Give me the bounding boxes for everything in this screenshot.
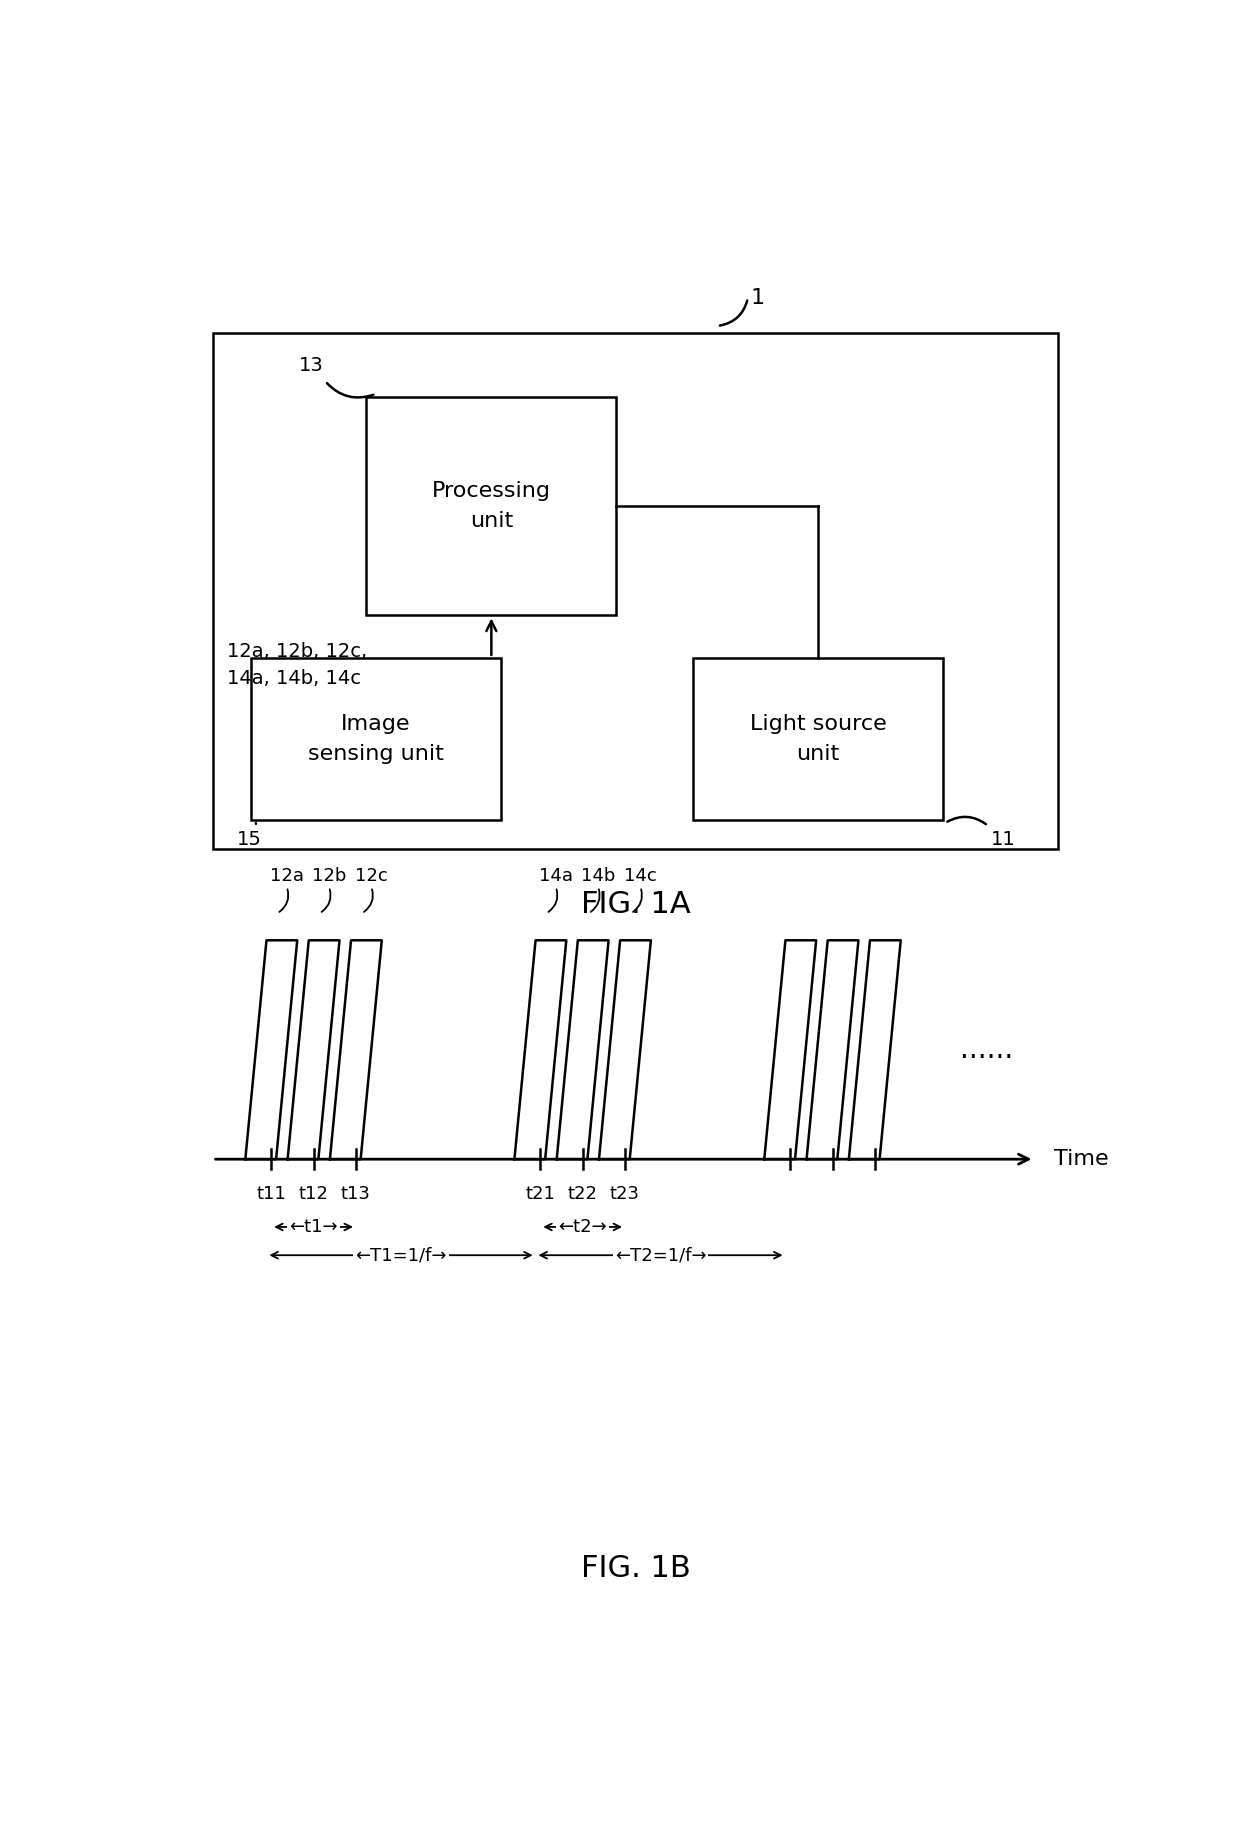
Text: 11: 11 — [991, 831, 1016, 849]
Text: t12: t12 — [299, 1185, 329, 1203]
Text: Image
sensing unit: Image sensing unit — [308, 713, 444, 763]
Text: t23: t23 — [610, 1185, 640, 1203]
Text: Processing
unit: Processing unit — [432, 481, 551, 530]
Text: t21: t21 — [526, 1185, 556, 1203]
Text: 14b: 14b — [580, 867, 615, 886]
Text: ←t2→: ←t2→ — [558, 1218, 608, 1236]
Text: t22: t22 — [568, 1185, 598, 1203]
Text: 15: 15 — [237, 831, 262, 849]
Text: FIG. 1A: FIG. 1A — [580, 891, 691, 919]
Text: 14c: 14c — [624, 867, 657, 886]
Text: 12a: 12a — [269, 867, 304, 886]
Bar — [367, 396, 616, 616]
Text: Light source
unit: Light source unit — [750, 713, 887, 763]
Bar — [250, 658, 501, 820]
Text: 12a, 12b, 12c,
14a, 14b, 14c: 12a, 12b, 12c, 14a, 14b, 14c — [227, 642, 367, 688]
Text: t11: t11 — [257, 1185, 286, 1203]
Bar — [213, 334, 1058, 849]
Text: ......: ...... — [960, 1036, 1013, 1064]
Text: t13: t13 — [341, 1185, 371, 1203]
Text: 13: 13 — [299, 356, 324, 376]
Text: ←t1→: ←t1→ — [289, 1218, 337, 1236]
Text: FIG. 1B: FIG. 1B — [580, 1553, 691, 1583]
Text: ←T2=1/f→: ←T2=1/f→ — [615, 1247, 707, 1264]
Text: ←T1=1/f→: ←T1=1/f→ — [356, 1247, 446, 1264]
Text: 12b: 12b — [311, 867, 346, 886]
Text: 12c: 12c — [355, 867, 388, 886]
Text: 1: 1 — [751, 288, 765, 308]
Text: Time: Time — [1054, 1150, 1109, 1170]
Bar — [693, 658, 944, 820]
Text: 14a: 14a — [538, 867, 573, 886]
